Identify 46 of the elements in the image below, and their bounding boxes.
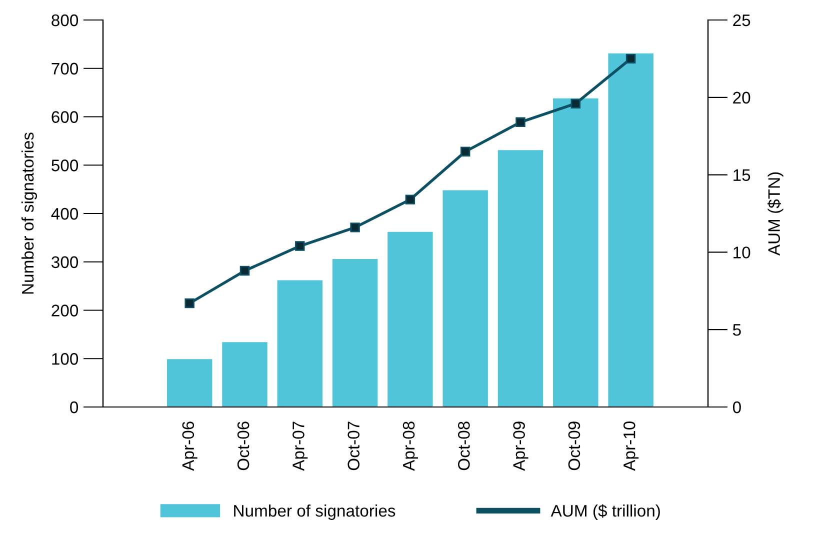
y-tick-label: 800 <box>52 14 78 26</box>
y-tick-label: 600 <box>52 111 78 123</box>
x-tick-label: Apr-08 <box>402 422 418 471</box>
x-tick-label: Apr-07 <box>292 422 308 471</box>
y-tick-label: 400 <box>51 208 78 220</box>
point <box>350 222 360 232</box>
y2-tick-label: 5 <box>732 324 741 336</box>
point <box>405 194 416 204</box>
point <box>516 117 526 128</box>
y-tick-label: 700 <box>52 62 78 75</box>
point <box>240 266 250 276</box>
y-tick-label: 200 <box>52 304 78 316</box>
y2-tick-label: 20 <box>733 92 750 104</box>
y-tick-label: 0 <box>70 401 78 414</box>
bar <box>498 150 544 407</box>
y2-tick-label: 25 <box>733 14 750 26</box>
bar <box>166 359 212 407</box>
point <box>295 241 305 251</box>
x-tick-label: Oct-07 <box>348 422 360 470</box>
bar <box>553 98 598 407</box>
y-tick-label: 300 <box>52 256 78 268</box>
x-tick-label: Oct-08 <box>458 422 470 470</box>
y-tick-label: 500 <box>52 160 78 172</box>
point <box>184 298 194 308</box>
y2-axis-title: AUM ($TN) <box>768 172 784 256</box>
y-tick-label: 100 <box>52 353 78 365</box>
bar <box>388 232 433 407</box>
legend-label: AUM ($ trillion) <box>550 504 660 520</box>
x-tick-label: Oct-06 <box>237 422 250 470</box>
y2-tick-label: 10 <box>734 246 750 258</box>
bar <box>222 342 268 407</box>
point <box>460 146 470 156</box>
bar <box>442 190 488 407</box>
bar <box>332 258 378 407</box>
x-tick-label: Apr-06 <box>182 422 198 471</box>
y-axis-title: Number of signatories <box>21 132 37 294</box>
legend-label: Number of signatories <box>234 504 396 520</box>
bar <box>608 53 654 407</box>
point <box>626 54 636 64</box>
bar <box>277 280 322 407</box>
y2-tick-label: 0 <box>732 401 741 414</box>
x-tick-label: Oct-09 <box>568 422 580 470</box>
point <box>570 98 580 108</box>
x-tick-label: Apr-10 <box>623 422 639 471</box>
y2-tick-label: 15 <box>734 169 750 182</box>
x-tick-label: Apr-09 <box>513 422 528 471</box>
